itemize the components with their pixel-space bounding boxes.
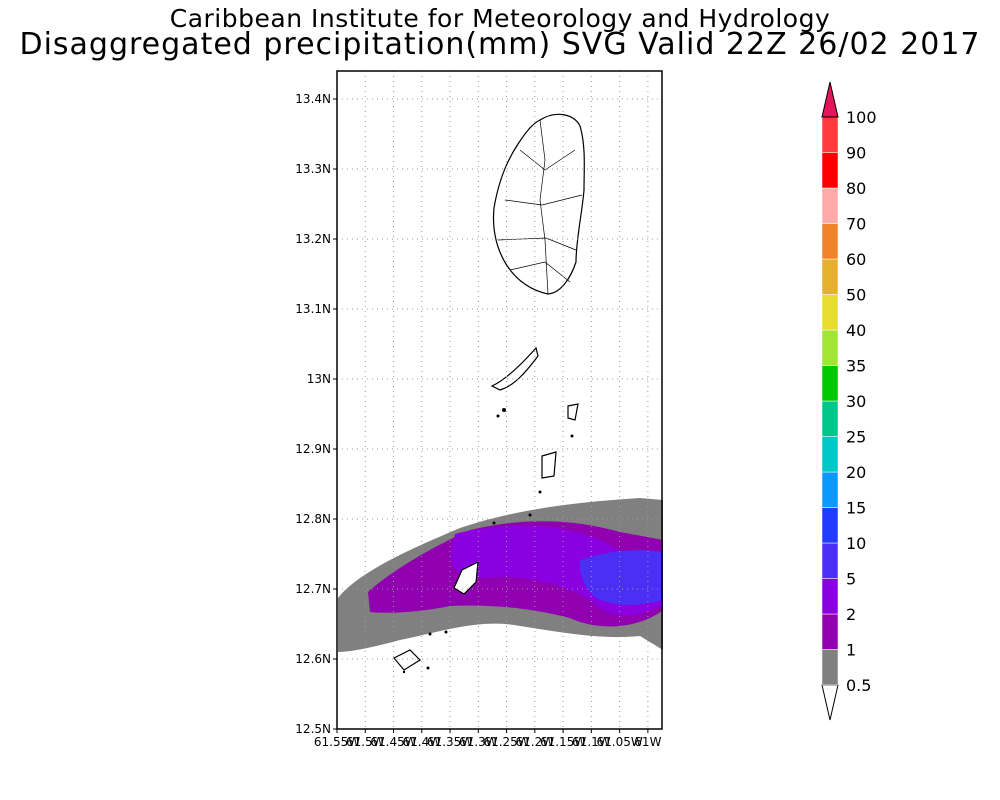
colorbar-label: 10 [846, 534, 866, 553]
colorbar-lower-arrow [821, 684, 839, 721]
colorbar-label: 2 [846, 605, 856, 624]
colorbar-swatch [821, 613, 839, 650]
island-mustique [567, 403, 579, 421]
island-bequia [490, 346, 539, 391]
colorbar-swatch [821, 152, 839, 189]
small-islets [402, 408, 574, 674]
colorbar-swatch [821, 258, 839, 295]
lon-tick-label: 61.15W [540, 735, 586, 749]
colorbar-label: 1 [846, 641, 856, 660]
lat-tick-label: 12.9N [295, 442, 331, 456]
lon-tick-label: 61W [634, 735, 661, 749]
colorbar-label: 30 [846, 392, 866, 411]
colorbar-swatch [821, 329, 839, 366]
precipitation-field [338, 498, 663, 652]
colorbar-label: 100 [846, 108, 877, 127]
colorbar-label: 35 [846, 357, 866, 376]
island-carriacou [393, 649, 421, 671]
latitude-axis: 12.5N 12.6N 12.7N 12.8N 12.9N 13N 13.1N 13.2N 13… [295, 92, 337, 736]
island-union [453, 560, 479, 595]
lon-tick-label: 61.1W [572, 735, 611, 749]
colorbar-label: 90 [846, 144, 866, 163]
colorbar-swatch [821, 471, 839, 508]
colorbar-label: 40 [846, 321, 866, 340]
lat-tick-label: 12.5N [295, 722, 331, 736]
lon-tick-label: 61.05W [596, 735, 642, 749]
colorbar-swatch [821, 649, 839, 686]
lon-tick-label: 61.25W [483, 735, 529, 749]
lon-tick-label: 61.4W [402, 735, 441, 749]
lat-tick-label: 12.7N [295, 582, 331, 596]
longitude-axis: 61.55W61.5W61.45W61.4W61.35W61.3W61.25W6… [314, 729, 662, 749]
institute-title: Caribbean Institute for Meteorology and … [169, 4, 831, 33]
colorbar-swatch [821, 578, 839, 615]
lon-tick-label: 61.35W [427, 735, 473, 749]
lon-tick-label: 61.3W [459, 735, 498, 749]
lat-tick-label: 13.2N [295, 232, 331, 246]
colorbar-label: 70 [846, 215, 866, 234]
colorbar-label: 60 [846, 250, 866, 269]
island-canouan [541, 451, 557, 479]
colorbar-label: 80 [846, 179, 866, 198]
colorbar-swatch [821, 365, 839, 402]
lat-tick-label: 13.1N [295, 302, 331, 316]
lat-tick-label: 12.6N [295, 652, 331, 666]
map-frame [336, 70, 663, 730]
lon-tick-label: 61.5W [346, 735, 385, 749]
lat-tick-label: 13.4N [295, 92, 331, 106]
map-title: Disaggregated precipitation(mm) SVG Vali… [19, 27, 981, 62]
colorbar-label: 0.5 [846, 676, 871, 695]
colorbar-label: 15 [846, 499, 866, 518]
colorbar-label: 20 [846, 463, 866, 482]
lat-tick-label: 13.3N [295, 162, 331, 176]
map-gridlines [337, 71, 662, 729]
lat-tick-label: 12.8N [295, 512, 331, 526]
colorbar-upper-arrow [821, 81, 839, 118]
lat-tick-label: 13N [307, 372, 331, 386]
colorbar-swatch [821, 187, 839, 224]
colorbar-swatch [821, 507, 839, 544]
precip-blue-core [579, 550, 663, 605]
colorbar-swatch [821, 400, 839, 437]
lon-tick-label: 61.45W [370, 735, 416, 749]
lon-tick-label: 61.55W [314, 735, 360, 749]
colorbar-label: 50 [846, 286, 866, 305]
island-saint-vincent [492, 113, 585, 295]
colorbar-swatch [821, 436, 839, 473]
colorbar-swatch [821, 294, 839, 331]
colorbar-swatch [821, 223, 839, 260]
colorbar-label: 25 [846, 428, 866, 447]
colorbar-swatch [821, 116, 839, 153]
colorbar-label: 5 [846, 570, 856, 589]
saint-vincent-watersheds [497, 119, 583, 295]
lon-tick-label: 61.2W [516, 735, 555, 749]
colorbar-swatch [821, 542, 839, 579]
